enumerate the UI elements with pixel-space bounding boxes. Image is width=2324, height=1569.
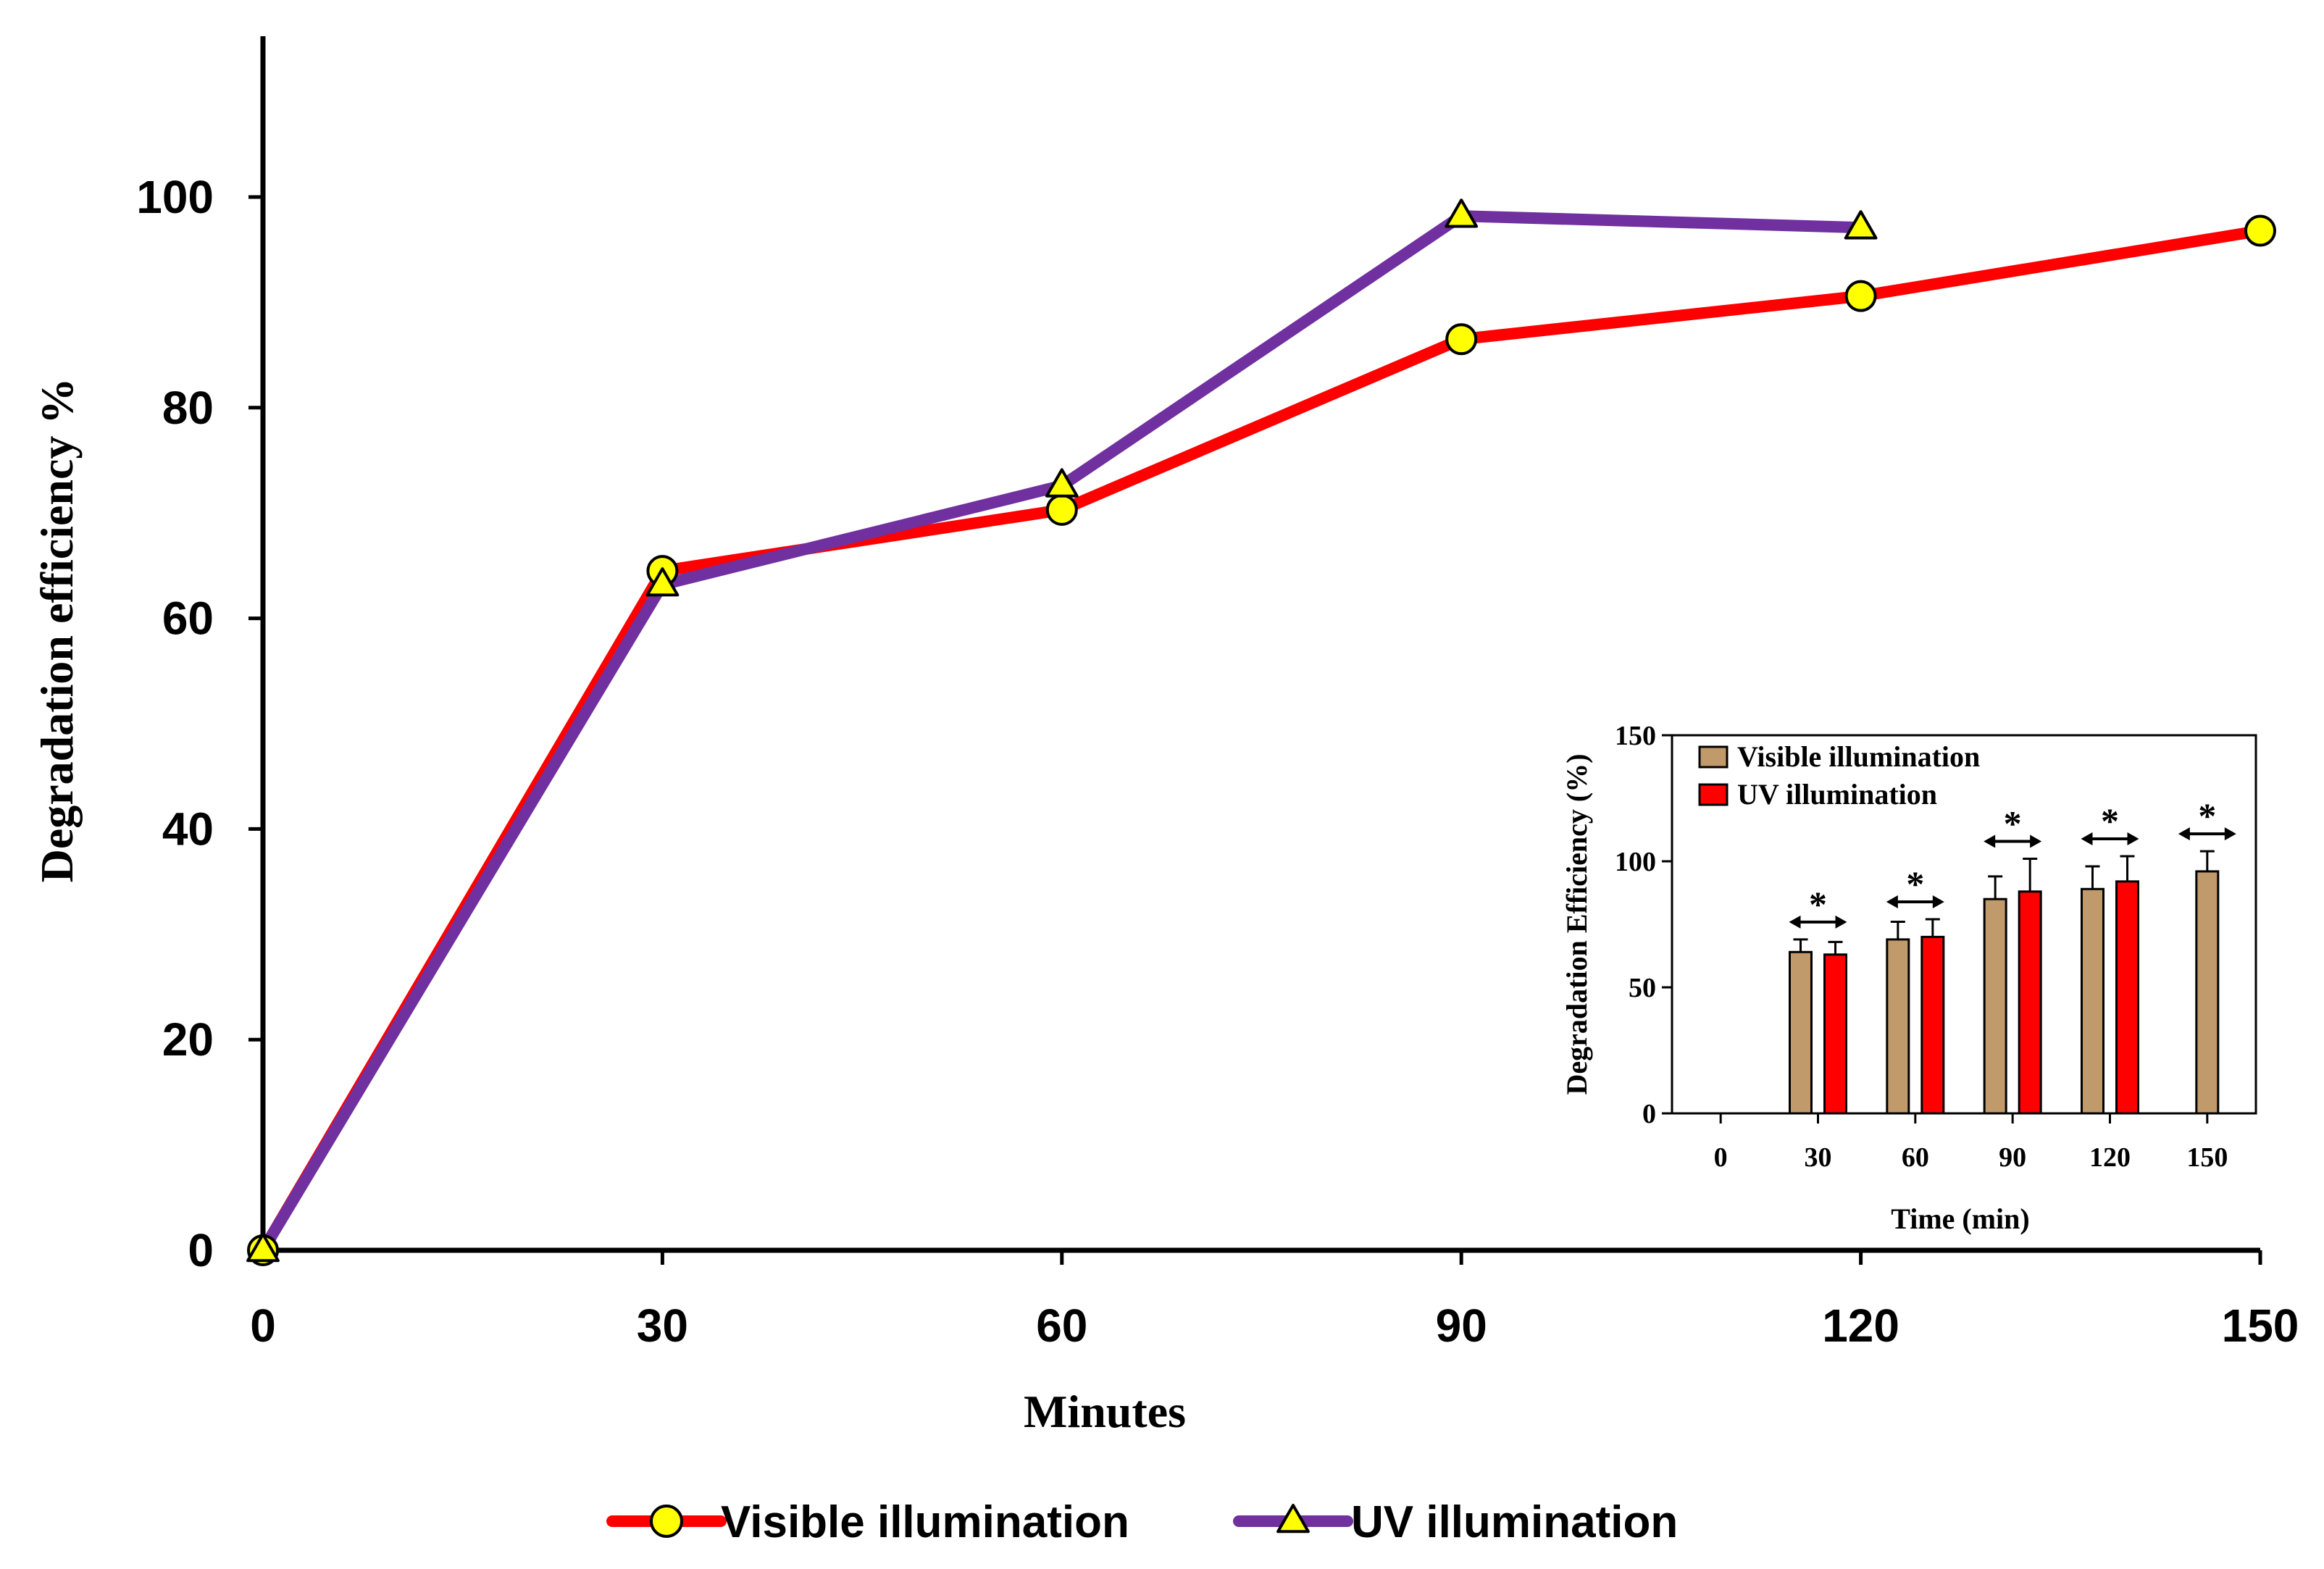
inset-bar-visible (2195, 870, 2220, 1115)
inset-y-axis-title: Degradation Efficiency (%) (1560, 753, 1593, 1095)
inset-frame (1671, 734, 2257, 1115)
significance-arrow-head-right (2127, 832, 2139, 846)
x-axis-title: Minutes (1024, 1386, 1186, 1437)
x-tick-label: 90 (1436, 1300, 1487, 1352)
y-tick-label: 20 (162, 1013, 214, 1066)
data-point-uv (1045, 468, 1079, 498)
x-tick-label: 60 (1036, 1300, 1087, 1352)
significance-arrow-head-left (1984, 834, 1996, 848)
significance-star: * (2198, 795, 2216, 836)
inset-bar-uv (1823, 953, 1847, 1115)
inset-bar-uv (2018, 890, 2042, 1115)
significance-arrow-head-right (2224, 827, 2236, 841)
significance-arrow-head-left (2178, 827, 2190, 841)
significance-arrow-head-right (2030, 834, 2042, 848)
inset-bar-visible (2081, 887, 2104, 1115)
data-point-uv (1844, 210, 1878, 240)
data-point-uv (645, 567, 680, 597)
inset-x-tick-label: 60 (1902, 1142, 1929, 1173)
inset-y-tick-label: 150 (1615, 721, 1656, 751)
inset-legend-label-0: Visible illumination (1737, 740, 1980, 773)
data-point-uv (246, 1233, 280, 1263)
inset-legend-swatch-0 (1698, 745, 1729, 769)
x-tick-label: 120 (1822, 1300, 1899, 1352)
y-tick-label: 40 (162, 803, 214, 855)
inset-x-tick-label: 150 (2186, 1142, 2228, 1173)
data-point-visible (1844, 280, 1877, 312)
inset-x-tick-label: 30 (1805, 1142, 1832, 1173)
significance-star: * (2004, 803, 2022, 844)
significance-arrow-head-left (1789, 915, 1801, 929)
data-point-visible (1445, 323, 1478, 356)
y-tick-label: 80 (162, 382, 214, 434)
significance-arrow-head-left (1886, 895, 1898, 909)
x-tick-label: 0 (250, 1300, 276, 1352)
y-tick-label: 100 (136, 171, 214, 223)
legend-label-0: Visible illumination (721, 1497, 1129, 1547)
x-tick-label: 30 (637, 1300, 688, 1352)
significance-star: * (2101, 800, 2119, 841)
data-point-visible (1045, 493, 1078, 526)
inset-bar-visible (1983, 898, 2007, 1115)
data-point-visible (2244, 214, 2276, 247)
inset-bar-visible (1789, 950, 1813, 1115)
inset-x-tick-label: 0 (1714, 1142, 1728, 1173)
inset-y-tick-label: 0 (1642, 1099, 1656, 1129)
series-line-0 (257, 225, 2266, 1256)
x-tick-label: 150 (2222, 1300, 2299, 1352)
inset-x-axis-title: Time (min) (1891, 1202, 2029, 1235)
legend-marker-visible (650, 1505, 683, 1538)
significance-arrow-head-right (1932, 895, 1944, 909)
inset-x-tick-label: 120 (2089, 1142, 2131, 1173)
y-axis-title: Degradation efficiency % (31, 378, 83, 883)
significance-star: * (1906, 863, 1924, 904)
y-tick-label: 60 (162, 593, 214, 645)
inset-legend-swatch-1 (1698, 783, 1729, 806)
inset-y-tick-label: 100 (1615, 847, 1656, 877)
data-point-uv (1445, 198, 1479, 228)
inset-bar-uv (1920, 935, 1945, 1115)
inset-x-tick-label: 90 (1999, 1142, 2026, 1173)
y-tick-label: 0 (188, 1224, 214, 1276)
significance-arrow-head-left (2081, 832, 2093, 846)
inset-legend-label-1: UV illumination (1737, 778, 1937, 811)
legend-marker-uv (1276, 1504, 1310, 1534)
significance-arrow-head-right (1835, 915, 1847, 929)
significance-star: * (1809, 884, 1827, 924)
inset-y-tick-label: 50 (1629, 973, 1656, 1003)
inset-bar-visible (1886, 938, 1910, 1115)
inset-bar-uv (2115, 880, 2139, 1115)
legend-label-1: UV illumination (1351, 1497, 1678, 1547)
